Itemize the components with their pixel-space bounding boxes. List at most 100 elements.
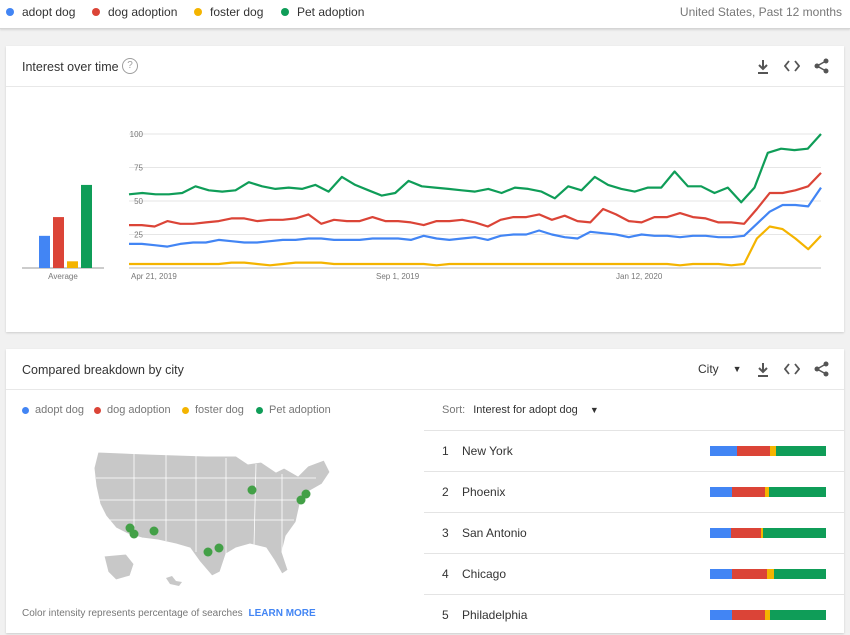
term-label: adopt dog (22, 5, 76, 19)
share-segment-adopt-dog (710, 528, 731, 538)
share-segment-pet-adoption (773, 569, 826, 579)
y-tick-label: 25 (134, 231, 143, 240)
term-dog-adoption[interactable]: dog adoption (92, 5, 177, 19)
city-marker-houston[interactable] (214, 543, 224, 553)
city-rank: 2 (442, 485, 449, 499)
hawaii-shape (166, 576, 182, 586)
embed-icon[interactable] (784, 363, 800, 375)
caret-down-icon: ▼ (732, 364, 742, 374)
share-icon[interactable] (814, 58, 830, 74)
share-bar (710, 610, 826, 620)
average-bar-dog-adoption[interactable] (53, 217, 64, 268)
caret-down-icon: ▼ (589, 405, 599, 415)
share-bar (710, 487, 826, 497)
y-tick-label: 75 (134, 164, 143, 173)
share-segment-dog-adoption (732, 610, 765, 620)
share-segment-adopt-dog (710, 446, 737, 456)
city-name: San Antonio (462, 526, 527, 540)
alaska-shape (103, 553, 135, 581)
question-circle-icon[interactable]: ? (122, 58, 138, 74)
city-name: New York (462, 444, 513, 458)
map-legend-foster-dog: foster dog (182, 404, 244, 416)
share-segment-foster-dog (764, 610, 771, 620)
share-segment-pet-adoption (769, 487, 826, 497)
term-foster-dog[interactable]: foster dog (194, 5, 263, 19)
city-row[interactable]: 5 Philadelphia (424, 594, 844, 635)
city-marker-philadelphia[interactable] (296, 495, 306, 505)
term-color-dot (194, 8, 202, 16)
series-line-dog-adoption[interactable] (129, 172, 822, 228)
y-tick-label: 100 (130, 130, 144, 139)
term-adopt-dog[interactable]: adopt dog (6, 5, 75, 19)
us-mainland-shape (93, 451, 331, 577)
term-color-dot (92, 8, 100, 16)
series-line-adopt-dog[interactable] (129, 186, 822, 248)
share-segment-pet-adoption (776, 446, 826, 456)
share-icon[interactable] (814, 361, 830, 377)
legend-dot (22, 406, 29, 414)
average-bar-pet-adoption[interactable] (81, 184, 92, 268)
series-line-foster-dog[interactable] (129, 225, 822, 267)
average-bar-adopt-dog[interactable] (39, 235, 50, 268)
resolution-dropdown[interactable]: City ▼ (698, 362, 742, 376)
city-rank: 4 (442, 567, 449, 581)
city-rank: 5 (442, 608, 449, 622)
term-label: dog adoption (108, 5, 178, 19)
share-segment-dog-adoption (736, 446, 771, 456)
card-title: Interest over time (22, 60, 119, 74)
city-name: Phoenix (462, 485, 506, 499)
city-marker-new-york[interactable] (301, 489, 311, 499)
download-icon[interactable] (756, 59, 770, 75)
share-bar (710, 528, 826, 538)
legend-label: Pet adoption (269, 404, 331, 416)
region-period-label: United States, Past 12 months (679, 5, 842, 19)
city-name: Philadelphia (462, 608, 528, 622)
term-color-dot (281, 8, 289, 16)
learn-more-link[interactable]: LEARN MORE (248, 608, 316, 619)
city-marker-san-diego[interactable] (129, 529, 139, 539)
term-color-dot (6, 8, 14, 16)
city-rank: 3 (442, 526, 449, 540)
legend-label: dog adoption (107, 404, 171, 416)
average-bar-foster-dog[interactable] (67, 261, 78, 268)
city-row[interactable]: 3 San Antonio (424, 512, 844, 553)
share-segment-adopt-dog (710, 487, 733, 497)
x-tick-label: Jan 12, 2020 (616, 272, 663, 281)
us-map[interactable] (86, 444, 346, 589)
compare-terms-bar: adopt dog dog adoption foster dog Pet ad… (0, 0, 850, 29)
city-markers (125, 485, 311, 557)
interest-line-chart: 25 50 75 100 Apr 21, 2019 Sep 1, 2019 Jan 12,… (128, 130, 822, 281)
sort-control[interactable]: Sort: Interest for adopt dog ▼ (442, 404, 599, 416)
share-bar (710, 446, 826, 456)
share-segment-pet-adoption (770, 610, 826, 620)
embed-icon[interactable] (784, 60, 800, 72)
interest-over-time-card: Interest over time ? Average 25 50 75 100 A… (6, 46, 844, 332)
term-pet-adoption[interactable]: Pet adoption (281, 5, 364, 19)
share-segment-foster-dog (764, 487, 770, 497)
average-axis-label: Average (48, 272, 78, 281)
download-icon[interactable] (756, 362, 770, 378)
legend-dot (94, 406, 101, 414)
share-segment-foster-dog (770, 446, 777, 456)
state-borders (96, 454, 316, 554)
share-bar (710, 569, 826, 579)
card-title: Compared breakdown by city (22, 363, 184, 377)
map-note: Color intensity represents percentage of… (22, 608, 316, 619)
divider (6, 86, 844, 87)
city-row[interactable]: 4 Chicago (424, 553, 844, 594)
breakdown-by-city-card: Compared breakdown by city City ▼ adopt … (6, 349, 844, 633)
share-segment-dog-adoption (732, 569, 767, 579)
legend-label: foster dog (195, 404, 244, 416)
city-name: Chicago (462, 567, 507, 581)
share-segment-foster-dog (761, 528, 764, 538)
city-marker-phoenix[interactable] (149, 526, 159, 536)
city-row[interactable]: 1 New York (424, 430, 844, 471)
share-segment-dog-adoption (730, 528, 762, 538)
city-marker-chicago[interactable] (247, 485, 257, 495)
city-rank: 1 (442, 444, 449, 458)
series-line-pet-adoption[interactable] (128, 133, 822, 204)
x-tick-label: Sep 1, 2019 (376, 272, 420, 281)
share-segment-adopt-dog (710, 610, 733, 620)
city-marker-san-antonio[interactable] (203, 547, 213, 557)
city-row[interactable]: 2 Phoenix (424, 471, 844, 512)
